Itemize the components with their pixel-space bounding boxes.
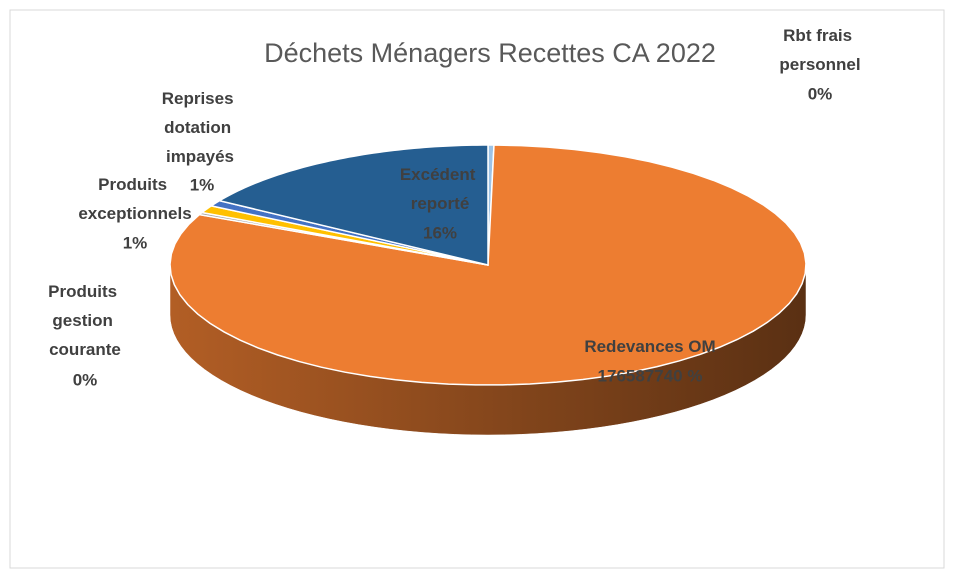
slice-value-label: 1% — [190, 175, 215, 194]
slice-label: Reprises dotation impayés — [162, 89, 239, 166]
pie-slice — [169, 144, 807, 386]
slice-value-label: 176587740 % — [598, 366, 703, 385]
slice-value-label: 1% — [123, 233, 148, 252]
slice-label: Redevances OM — [584, 337, 715, 356]
slice-label: Produits exceptionnels — [78, 175, 191, 223]
slice-value-label: 0% — [73, 370, 98, 389]
slice-label: Excédent reporté — [400, 165, 480, 213]
chart-title: Déchets Ménagers Recettes CA 2022 — [264, 38, 716, 68]
slice-value-label: 0% — [808, 84, 833, 103]
slice-value-label: 16% — [423, 223, 457, 242]
pie-slice — [217, 144, 489, 266]
slice-label: Rbt frais personnel — [779, 26, 860, 74]
slice-label: Produits gestion courante — [48, 282, 122, 359]
